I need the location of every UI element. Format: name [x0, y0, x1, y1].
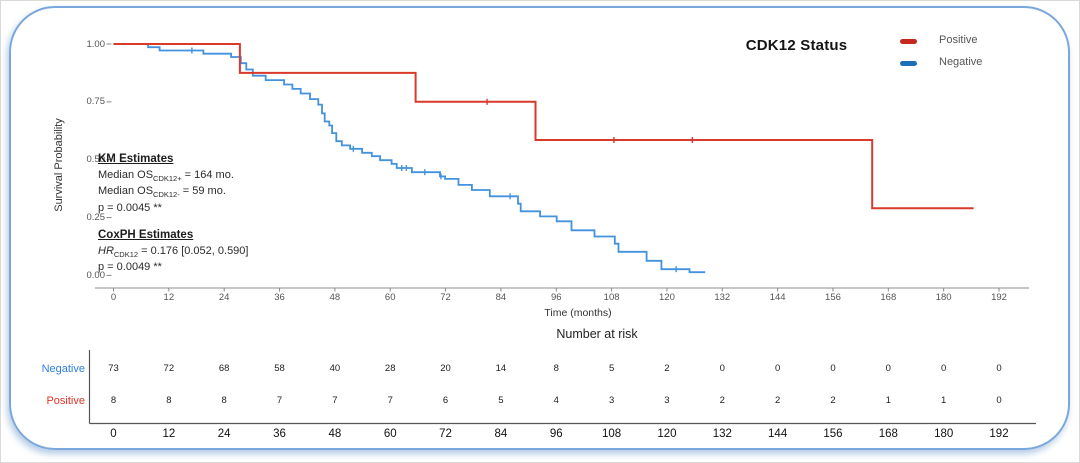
- cox-p-value: p = 0.0049 **: [98, 261, 162, 274]
- risk-value-negative: 40: [329, 363, 341, 374]
- x-tick-label: 168: [880, 292, 897, 303]
- x-tick-label: 24: [218, 292, 230, 303]
- risk-axis-tick-label: 168: [878, 428, 898, 440]
- y-tick-label: 1.00: [86, 38, 106, 50]
- risk-row-label-negative: Negative: [41, 363, 85, 375]
- y-tick-label: 0.75: [86, 96, 106, 108]
- risk-value-positive: 2: [719, 395, 725, 406]
- legend-label-positive: Positive: [939, 34, 978, 46]
- risk-axis-tick-label: 48: [328, 428, 342, 440]
- x-tick-label: 144: [769, 292, 786, 303]
- km-curve-negative: [113, 43, 706, 274]
- risk-axis-tick-label: 72: [439, 428, 452, 440]
- risk-value-positive: 2: [774, 395, 781, 406]
- x-tick-label: 96: [550, 292, 562, 303]
- risk-value-positive: 3: [608, 395, 615, 406]
- x-tick-label: 120: [659, 292, 675, 303]
- risk-value-negative: 0: [941, 363, 947, 374]
- risk-axis-tick-label: 192: [989, 428, 1009, 440]
- risk-axis-tick-label: 60: [383, 428, 397, 440]
- coxph-estimates-annotation: CoxPH Estimates HRCDK12 = 0.176 [0.052, …: [98, 229, 248, 275]
- km-estimates-title: KM Estimates: [98, 153, 174, 165]
- risk-value-negative: 58: [274, 363, 285, 374]
- risk-value-negative: 0: [719, 363, 725, 374]
- risk-axis-tick-label: 120: [657, 428, 677, 440]
- x-tick-label: 12: [163, 292, 175, 303]
- risk-value-negative: 20: [440, 363, 451, 374]
- km-p-value: p = 0.0045 **: [98, 201, 162, 214]
- risk-axis-tick-label: 180: [934, 428, 954, 440]
- legend-swatch-positive: [900, 39, 917, 44]
- risk-value-negative: 68: [218, 363, 230, 374]
- risk-value-negative: 28: [384, 363, 396, 374]
- risk-value-positive: 8: [110, 395, 117, 406]
- y-tick-label: 0.25: [86, 212, 106, 224]
- risk-value-negative: 73: [108, 363, 119, 374]
- legend-swatch-negative: [900, 61, 917, 66]
- risk-axis-tick-label: 156: [823, 428, 843, 440]
- risk-axis-tick-label: 84: [494, 428, 508, 440]
- risk-value-positive: 1: [941, 395, 947, 406]
- x-tick-label: 72: [440, 292, 451, 303]
- risk-axis-tick-label: 108: [602, 428, 622, 440]
- y-tick-label: 0.00: [86, 269, 106, 281]
- risk-axis-tick-label: 0: [110, 428, 117, 440]
- risk-value-positive: 7: [387, 395, 393, 406]
- coxph-estimates-title: CoxPH Estimates: [98, 229, 194, 241]
- risk-value-negative: 5: [608, 363, 615, 374]
- legend-title: CDK12 Status: [745, 37, 848, 54]
- risk-value-positive: 0: [996, 395, 1002, 406]
- risk-table-title: Number at risk: [556, 327, 638, 341]
- median-os-positive-line: Median OSCDK12+ = 164 mo.: [98, 168, 234, 183]
- risk-value-positive: 7: [332, 395, 338, 406]
- risk-value-positive: 1: [885, 395, 891, 406]
- risk-value-positive: 4: [553, 395, 559, 406]
- risk-value-negative: 14: [495, 363, 507, 374]
- y-tick-label: 0.50: [86, 154, 106, 166]
- risk-axis-tick-label: 36: [273, 428, 286, 440]
- risk-value-negative: 2: [664, 363, 670, 374]
- km-estimates-annotation: KM Estimates Median OSCDK12+ = 164 mo. M…: [98, 153, 234, 215]
- risk-axis-tick-label: 132: [712, 428, 732, 440]
- risk-axis-tick-label: 24: [217, 428, 231, 440]
- x-tick-label: 36: [274, 292, 285, 303]
- risk-value-positive: 5: [498, 395, 504, 406]
- risk-value-negative: 0: [996, 363, 1002, 374]
- x-axis-title: Time (months): [544, 307, 612, 319]
- legend-label-negative: Negative: [939, 56, 983, 68]
- risk-value-positive: 6: [442, 395, 449, 406]
- risk-axis-tick-label: 12: [162, 428, 176, 440]
- risk-value-positive: 7: [276, 395, 283, 406]
- risk-value-positive: 8: [166, 395, 172, 406]
- risk-value-negative: 8: [553, 363, 559, 374]
- risk-value-positive: 2: [830, 395, 836, 406]
- x-tick-label: 192: [991, 292, 1007, 303]
- risk-row-label-positive: Positive: [46, 395, 85, 407]
- risk-axis-tick-label: 144: [768, 428, 788, 440]
- x-tick-label: 84: [495, 292, 507, 303]
- risk-value-negative: 0: [830, 363, 836, 374]
- median-os-negative-line: Median OSCDK12- = 59 mo.: [98, 185, 226, 200]
- x-tick-label: 180: [935, 292, 952, 303]
- risk-value-positive: 8: [221, 395, 227, 406]
- y-axis-title: Survival Probability: [53, 118, 65, 212]
- risk-axis-tick-label: 96: [549, 428, 563, 440]
- x-tick-label: 108: [603, 292, 620, 303]
- x-tick-label: 0: [110, 292, 117, 303]
- km-curve-positive: [113, 43, 974, 210]
- x-tick-label: 60: [384, 292, 396, 303]
- x-tick-label: 156: [825, 292, 841, 303]
- risk-value-negative: 0: [774, 363, 781, 374]
- hazard-ratio-line: HRCDK12 = 0.176 [0.052, 0.590]: [98, 244, 249, 259]
- risk-value-positive: 3: [664, 395, 670, 406]
- x-tick-label: 132: [714, 292, 731, 303]
- risk-value-negative: 0: [885, 363, 891, 374]
- x-tick-label: 48: [329, 292, 341, 303]
- risk-value-negative: 72: [163, 363, 175, 374]
